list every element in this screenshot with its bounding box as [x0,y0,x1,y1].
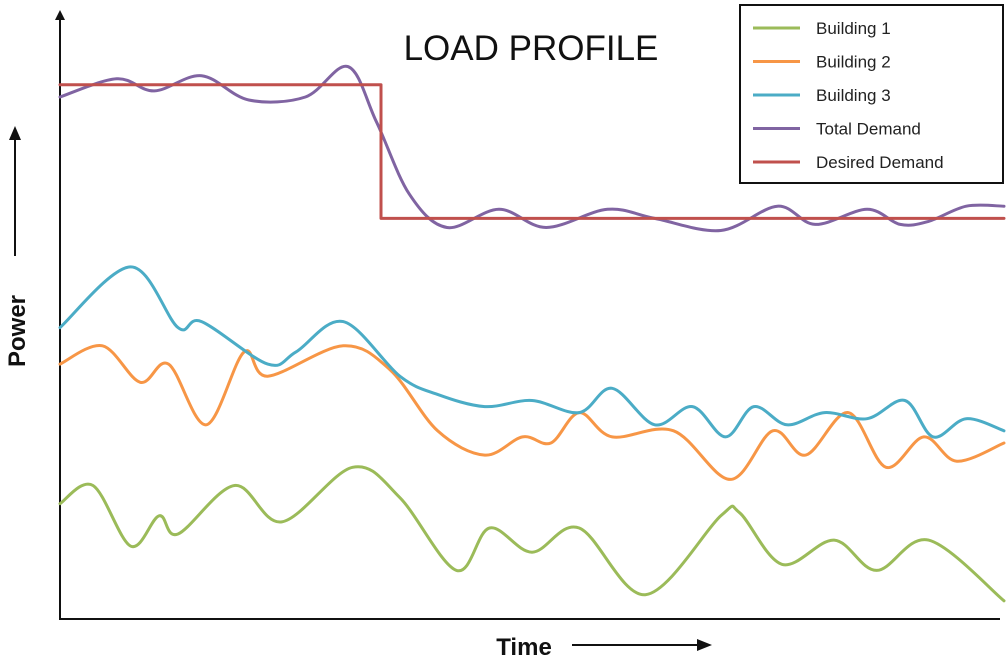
legend: Building 1 Building 2 Building 3 Total Dema… [739,4,1004,184]
chart-title: LOAD PROFILE [404,29,659,68]
series-line-building-3 [58,265,1006,439]
x-axis-label: Time [496,634,552,661]
series-line-total-demand [58,65,1006,233]
legend-label-total-demand: Total Demand [816,120,921,139]
y-axis-arrowhead [55,10,65,20]
series-layer [58,65,1006,603]
y-axis-label-arrow-head [9,126,21,140]
series-line-desired-demand [58,83,1006,220]
series-line-building-1 [58,465,1006,603]
legend-label-building-2: Building 2 [816,53,891,72]
series-line-building-2 [58,344,1006,481]
y-axis-label: Power [4,295,31,367]
legend-label-building-1: Building 1 [816,19,891,38]
legend-label-building-3: Building 3 [816,86,891,105]
x-axis-label-arrow-head [697,639,712,651]
legend-label-desired-demand: Desired Demand [816,153,944,172]
